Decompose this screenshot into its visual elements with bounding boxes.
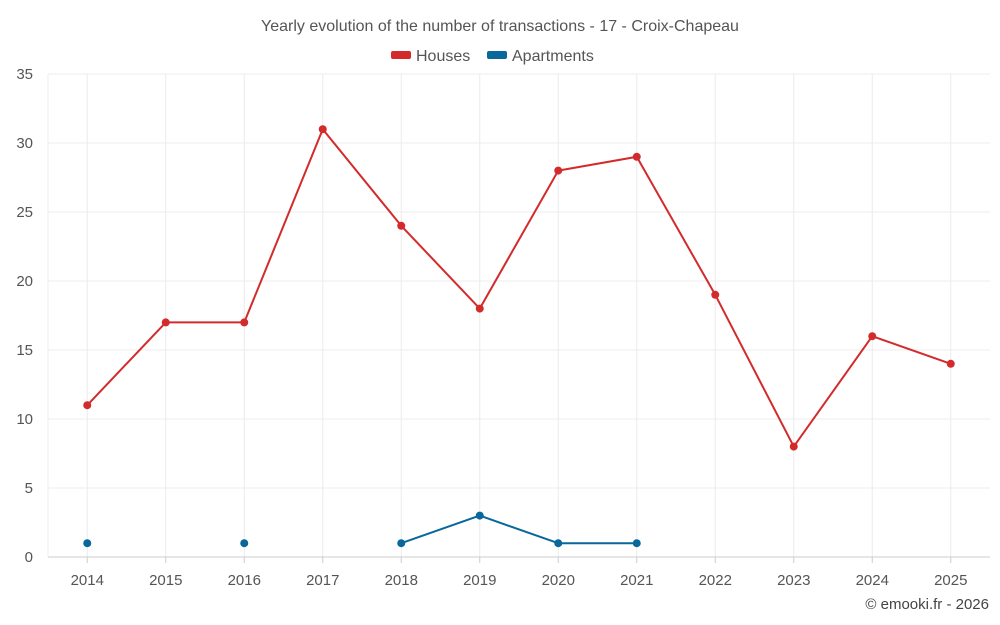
data-point-houses[interactable] <box>240 318 249 327</box>
y-tick-label: 5 <box>25 480 33 497</box>
data-point-houses[interactable] <box>632 152 641 161</box>
legend-item-apartments[interactable]: Apartments <box>487 48 594 65</box>
y-tick-label: 30 <box>16 135 33 152</box>
legend-label-apartments: Apartments <box>512 48 594 65</box>
legend-item-houses[interactable]: Houses <box>391 48 470 65</box>
y-tick-label: 20 <box>16 273 33 290</box>
x-tick-label: 2025 <box>934 572 967 589</box>
x-tick-label: 2021 <box>620 572 653 589</box>
x-tick-label: 2016 <box>228 572 261 589</box>
series <box>83 125 955 548</box>
legend: Houses Apartments <box>391 48 594 65</box>
legend-label-houses: Houses <box>416 48 470 65</box>
data-point-houses[interactable] <box>946 359 955 368</box>
data-point-apartments[interactable] <box>240 539 249 548</box>
legend-swatch-apartments <box>487 51 507 59</box>
x-tick-label: 2019 <box>463 572 496 589</box>
y-tick-label: 10 <box>16 411 33 428</box>
chart-title: Yearly evolution of the number of transa… <box>261 18 739 35</box>
legend-swatch-houses <box>391 51 411 59</box>
y-tick-label: 35 <box>16 66 33 83</box>
data-point-houses[interactable] <box>789 442 798 451</box>
data-point-apartments[interactable] <box>83 539 92 548</box>
data-point-houses[interactable] <box>868 332 877 341</box>
data-point-houses[interactable] <box>397 221 406 230</box>
grid <box>48 73 990 557</box>
y-tick-label: 15 <box>16 342 33 359</box>
data-point-apartments[interactable] <box>397 539 406 548</box>
series-apartments <box>83 511 641 548</box>
y-tick-label: 0 <box>25 549 33 566</box>
y-tick-label: 25 <box>16 204 33 221</box>
data-point-houses[interactable] <box>161 318 170 327</box>
data-point-apartments[interactable] <box>632 539 641 548</box>
x-tick-label: 2023 <box>777 572 810 589</box>
data-point-houses[interactable] <box>711 290 720 299</box>
credit-text: © emooki.fr - 2026 <box>865 596 989 613</box>
data-point-apartments[interactable] <box>554 539 563 548</box>
data-point-houses[interactable] <box>83 401 92 410</box>
x-tick-label: 2015 <box>149 572 182 589</box>
series-line-apartments <box>400 514 637 545</box>
x-tick-label: 2024 <box>856 572 889 589</box>
x-tick-label: 2020 <box>542 572 575 589</box>
x-tick-label: 2014 <box>71 572 104 589</box>
x-tick-label: 2022 <box>699 572 732 589</box>
data-point-houses[interactable] <box>475 304 484 313</box>
data-point-houses[interactable] <box>554 166 563 175</box>
series-line-houses <box>86 128 952 448</box>
data-point-apartments[interactable] <box>475 511 484 520</box>
data-point-houses[interactable] <box>318 125 327 134</box>
series-houses <box>83 125 955 451</box>
x-tick-label: 2017 <box>306 572 339 589</box>
x-tick-label: 2018 <box>385 572 418 589</box>
